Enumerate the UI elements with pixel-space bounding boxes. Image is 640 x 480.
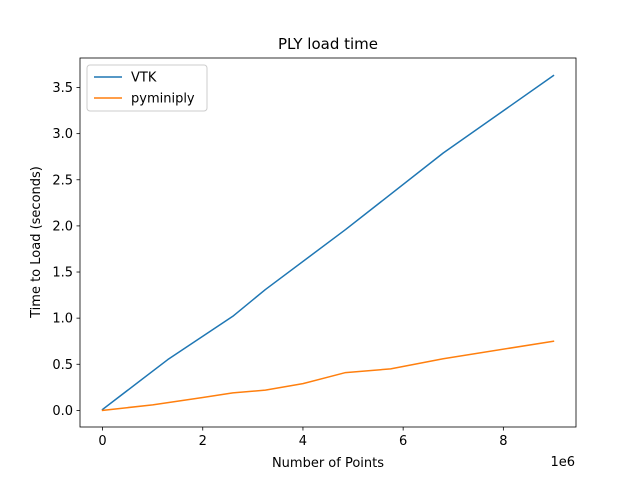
- legend-label-pyminiply: pyminiply: [131, 92, 195, 107]
- y-tick-label: 0.5: [52, 358, 73, 373]
- y-tick-label: 1.0: [52, 312, 73, 327]
- plot-area: 0 2 4 6 8 0.0 0.5 1.0 1.5 2.0 2.5 3.0 3.5: [52, 57, 577, 449]
- x-tick-label: 6: [399, 434, 407, 449]
- legend-label-vtk: VTK: [131, 71, 157, 86]
- x-tick-label: 0: [98, 434, 106, 449]
- series-line-pyminiply: [101, 340, 555, 412]
- y-tick-label: 0.0: [52, 404, 73, 419]
- y-tick-label: 2.5: [52, 173, 73, 188]
- x-axis-offset-label: 1e6: [550, 455, 575, 470]
- y-tick-label: 1.5: [52, 266, 73, 281]
- y-tick-label: 3.0: [52, 127, 73, 142]
- y-axis-label: Time to Load (seconds): [29, 166, 44, 319]
- x-tick-label: 8: [499, 434, 507, 449]
- x-tick-label: 2: [199, 434, 207, 449]
- chart-title: PLY load time: [278, 35, 378, 53]
- x-axis-label: Number of Points: [272, 456, 384, 471]
- axes-frame: [79, 57, 577, 428]
- y-tick-label: 2.0: [52, 219, 73, 234]
- y-tick-label: 3.5: [52, 81, 73, 96]
- series-line-vtk: [101, 74, 555, 411]
- legend: VTK pyminiply: [86, 64, 208, 112]
- x-tick-label: 4: [299, 434, 307, 449]
